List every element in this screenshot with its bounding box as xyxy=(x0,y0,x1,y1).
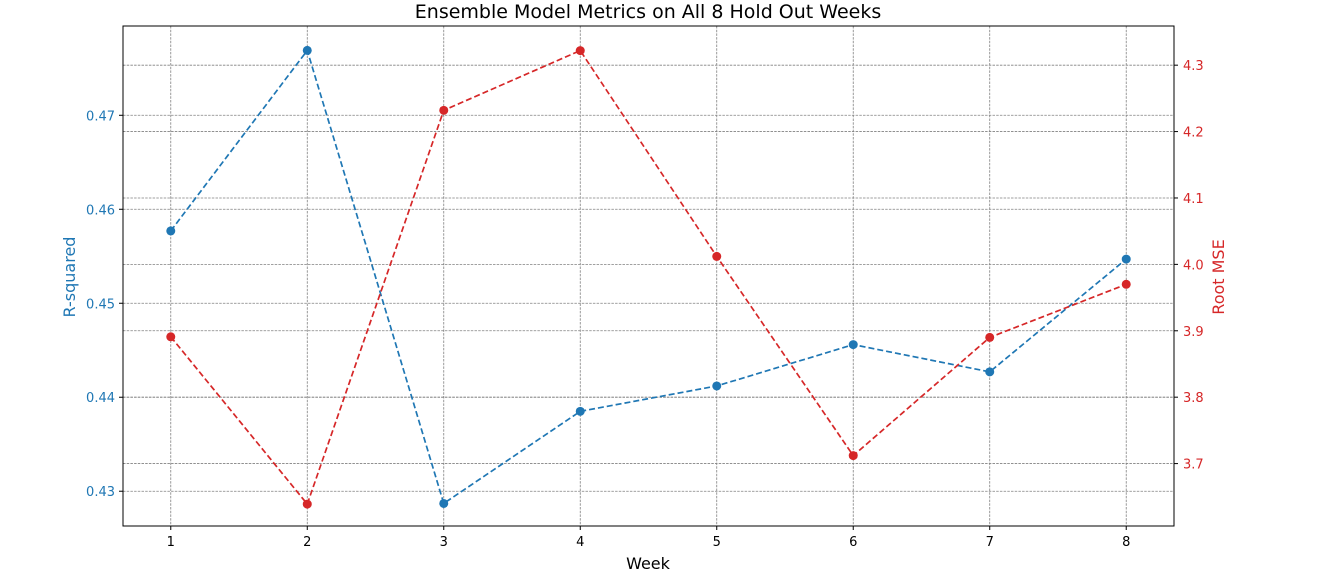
root-mse-point xyxy=(848,451,858,461)
x-tick-label: 7 xyxy=(986,535,994,550)
right-axis-label: Root MSE xyxy=(1209,239,1228,314)
root-mse-series-line xyxy=(170,49,1127,506)
right-y-tick-label: 3.9 xyxy=(1183,325,1204,340)
x-tick-label: 2 xyxy=(303,535,311,550)
left-y-tick-label: 0.43 xyxy=(86,485,115,500)
left-y-tick-label: 0.46 xyxy=(86,203,115,218)
right-y-tick-label: 3.8 xyxy=(1183,391,1204,406)
r-squared-point xyxy=(712,381,722,391)
left-axis-label: R-squared xyxy=(60,237,79,318)
r-squared-point xyxy=(575,406,585,416)
grid-layer xyxy=(123,26,1174,526)
plot-frame xyxy=(122,25,1175,527)
x-tick-label: 4 xyxy=(576,535,584,550)
x-tick-label: 5 xyxy=(713,535,721,550)
x-tick-label: 8 xyxy=(1122,535,1130,550)
right-y-tick-label: 4.3 xyxy=(1183,59,1204,74)
root-mse-point xyxy=(575,46,585,56)
right-y-tick-label: 4.1 xyxy=(1183,192,1204,207)
r-squared-point xyxy=(166,226,176,236)
x-tick-label: 1 xyxy=(167,535,175,550)
x-axis-label: Week xyxy=(626,554,671,573)
axes-layer: 1 2 3 4 5 6 7 8 0.43 0.44 0.45 0.46 0.47 3.7 3.8 3.9 4.0… xyxy=(86,25,1204,550)
left-y-tick-label: 0.44 xyxy=(86,391,115,406)
root-mse-point xyxy=(985,332,995,342)
right-y-tick-label: 3.7 xyxy=(1183,458,1204,473)
r-squared-series-line xyxy=(170,48,1127,505)
r-squared-point xyxy=(985,367,995,377)
root-mse-point xyxy=(1121,279,1131,289)
series-layer xyxy=(166,45,1131,509)
root-mse-point xyxy=(166,332,176,342)
r-squared-point xyxy=(848,340,858,350)
right-y-tick-label: 4.0 xyxy=(1183,258,1204,273)
r-squared-point xyxy=(1121,254,1131,264)
right-y-tick-label: 4.2 xyxy=(1183,126,1204,141)
r-squared-point xyxy=(302,45,312,55)
x-tick-label: 6 xyxy=(849,535,857,550)
root-mse-point xyxy=(302,499,312,509)
x-tick-label: 3 xyxy=(440,535,448,550)
left-y-tick-label: 0.47 xyxy=(86,109,115,124)
left-y-tick-label: 0.45 xyxy=(86,297,115,312)
root-mse-point xyxy=(439,105,449,115)
r-squared-point xyxy=(439,498,449,508)
chart-title: Ensemble Model Metrics on All 8 Hold Out… xyxy=(415,1,881,23)
root-mse-point xyxy=(712,251,722,261)
